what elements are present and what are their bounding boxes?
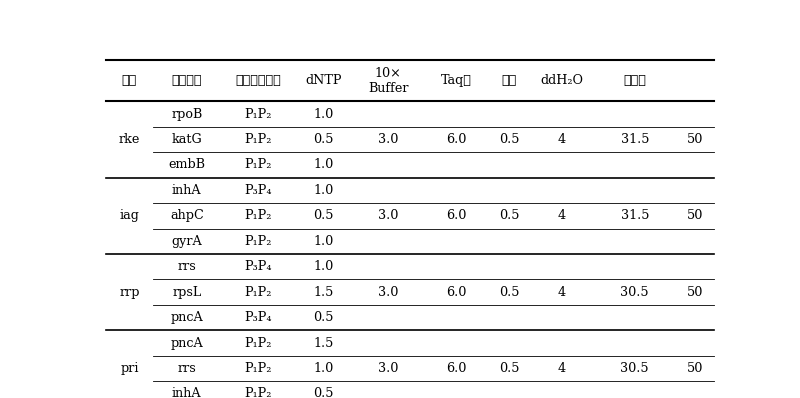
Text: 31.5: 31.5: [621, 133, 649, 146]
Text: 6.0: 6.0: [446, 286, 466, 298]
Text: 4: 4: [558, 209, 566, 222]
Text: 总体积: 总体积: [623, 74, 646, 87]
Text: 1.0: 1.0: [313, 260, 334, 273]
Text: P₁P₂: P₁P₂: [245, 235, 272, 248]
Text: embB: embB: [168, 158, 206, 172]
Text: P₁P₂: P₁P₂: [245, 133, 272, 146]
Text: 50: 50: [687, 362, 703, 375]
Text: 30.5: 30.5: [621, 286, 649, 298]
Text: Taq酶: Taq酶: [441, 74, 472, 87]
Text: pncA: pncA: [170, 311, 203, 324]
Text: 1.0: 1.0: [313, 362, 334, 375]
Text: 4: 4: [558, 362, 566, 375]
Text: 50: 50: [687, 286, 703, 298]
Text: 6.0: 6.0: [446, 362, 466, 375]
Text: 0.5: 0.5: [499, 362, 519, 375]
Text: 0.5: 0.5: [313, 133, 334, 146]
Text: 1.0: 1.0: [313, 107, 334, 121]
Text: 3.0: 3.0: [378, 362, 398, 375]
Text: 3.0: 3.0: [378, 133, 398, 146]
Text: 0.5: 0.5: [499, 209, 519, 222]
Text: 简写: 简写: [122, 74, 137, 87]
Text: 50: 50: [687, 133, 703, 146]
Text: 3.0: 3.0: [378, 209, 398, 222]
Text: rpsL: rpsL: [172, 286, 202, 298]
Text: P₁P₂: P₁P₂: [245, 158, 272, 172]
Text: 1.0: 1.0: [313, 158, 334, 172]
Text: P₁P₂: P₁P₂: [245, 387, 272, 398]
Text: 1.5: 1.5: [313, 286, 334, 298]
Text: P₁P₂: P₁P₂: [245, 209, 272, 222]
Text: pri: pri: [120, 362, 138, 375]
Text: 0.5: 0.5: [313, 209, 334, 222]
Text: 1.0: 1.0: [313, 184, 334, 197]
Text: P₁P₂: P₁P₂: [245, 362, 272, 375]
Text: inhA: inhA: [172, 184, 202, 197]
Text: P₁P₂: P₁P₂: [245, 286, 272, 298]
Text: 6.0: 6.0: [446, 133, 466, 146]
Text: ddH₂O: ddH₂O: [541, 74, 583, 87]
Text: rpoB: rpoB: [171, 107, 202, 121]
Text: P₁P₂: P₁P₂: [245, 337, 272, 349]
Text: 引物及加入量: 引物及加入量: [235, 74, 281, 87]
Text: P₃P₄: P₃P₄: [244, 260, 272, 273]
Text: 4: 4: [558, 286, 566, 298]
Text: ahpC: ahpC: [170, 209, 204, 222]
Text: P₃P₄: P₃P₄: [244, 311, 272, 324]
Text: 31.5: 31.5: [621, 209, 649, 222]
Text: 4: 4: [558, 133, 566, 146]
Text: P₃P₄: P₃P₄: [244, 184, 272, 197]
Text: rrp: rrp: [119, 286, 140, 298]
Text: 1.5: 1.5: [313, 337, 334, 349]
Text: 0.5: 0.5: [499, 133, 519, 146]
Text: 0.5: 0.5: [499, 286, 519, 298]
Text: 0.5: 0.5: [313, 387, 334, 398]
Text: P₁P₂: P₁P₂: [245, 107, 272, 121]
Text: 0.5: 0.5: [313, 311, 334, 324]
Text: rrs: rrs: [178, 362, 196, 375]
Text: 50: 50: [687, 209, 703, 222]
Text: inhA: inhA: [172, 387, 202, 398]
Text: iag: iag: [119, 209, 139, 222]
Text: 30.5: 30.5: [621, 362, 649, 375]
Text: 6.0: 6.0: [446, 209, 466, 222]
Text: rke: rke: [118, 133, 140, 146]
Text: 模板: 模板: [502, 74, 517, 87]
Text: 10×
Buffer: 10× Buffer: [368, 67, 409, 95]
Text: pncA: pncA: [170, 337, 203, 349]
Text: 3.0: 3.0: [378, 286, 398, 298]
Text: gyrA: gyrA: [171, 235, 202, 248]
Text: 1.0: 1.0: [313, 235, 334, 248]
Text: rrs: rrs: [178, 260, 196, 273]
Text: 耐药基因: 耐药基因: [171, 74, 202, 87]
Text: katG: katG: [171, 133, 202, 146]
Text: dNTP: dNTP: [305, 74, 342, 87]
